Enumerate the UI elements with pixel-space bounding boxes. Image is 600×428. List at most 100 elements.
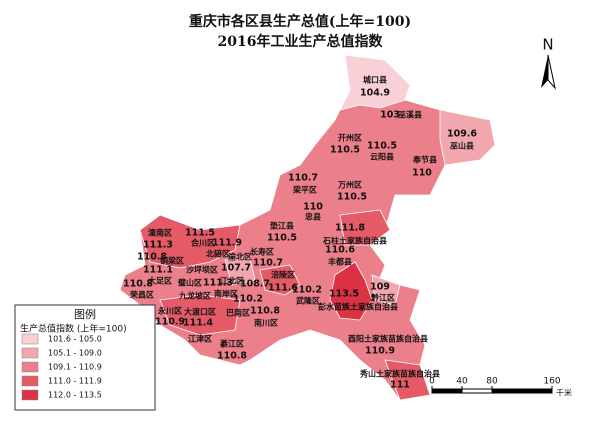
district-value: 110.2 <box>233 294 263 305</box>
district-value: 111.9 <box>212 238 242 249</box>
district-name: 云阳县 <box>370 153 394 162</box>
scale-unit: 千米 <box>556 388 572 398</box>
district-value: 111.4 <box>183 318 213 329</box>
district-value: 110.5 <box>367 141 397 152</box>
legend-swatch <box>21 347 39 359</box>
district-value: 103 <box>380 110 400 121</box>
district-value: 110.5 <box>337 192 367 203</box>
district-value: 111.8 <box>335 223 365 234</box>
legend-box <box>14 304 156 411</box>
subtitle: 2016年工业生产总值指数 <box>218 33 384 50</box>
district-name: 巴南区 <box>226 308 250 318</box>
district-name: 江津区 <box>188 334 212 344</box>
district-name: 合川区 <box>190 238 215 248</box>
district-name: 长寿区 <box>250 247 274 257</box>
district-name: 奉节县 <box>412 155 437 165</box>
scale-segment <box>492 389 552 393</box>
legend-title: 图例 <box>74 307 96 321</box>
district-name: 武隆区 <box>296 296 320 306</box>
region <box>159 294 241 336</box>
legend: 图例 生产总值指数 (上年=100) 101.6 - 105.0 105.1 - … <box>14 304 156 411</box>
legend-label: 109.1 - 110.9 <box>48 363 102 372</box>
district-value: 111.6 <box>268 283 298 294</box>
scale-label: 160 <box>543 377 560 387</box>
district-name: 彭水苗族土家族自治县 <box>318 302 398 312</box>
region <box>339 54 411 111</box>
district-name: 沙坪坝区 <box>186 265 218 275</box>
district-value: 111.3 <box>143 240 173 251</box>
district-name: 丰都县 <box>328 257 352 267</box>
district-value: 110.5 <box>330 145 360 156</box>
district-name: 北碚区 <box>206 249 230 259</box>
region <box>139 214 241 269</box>
north-label: N <box>542 36 553 54</box>
legend-label: 112.0 - 113.5 <box>48 391 102 400</box>
district-name: 南川区 <box>254 318 278 328</box>
district-value: 110.8 <box>217 351 247 362</box>
district-name: 綦江区 <box>219 339 244 349</box>
scale-label: 40 <box>456 377 468 387</box>
region <box>259 264 301 296</box>
district-name: 梁平区 <box>292 185 317 195</box>
district-value: 110.8 <box>123 279 153 290</box>
district-name: 潼南区 <box>148 228 172 238</box>
district-value: 111.5 <box>185 228 215 239</box>
district-value: 110 <box>303 202 323 213</box>
district-name: 渝北区 <box>227 252 252 262</box>
region <box>384 359 431 401</box>
legend-label: 105.1 - 109.0 <box>48 349 102 358</box>
district-name: 南岸区 <box>214 289 238 299</box>
district-name: 开州区 <box>338 134 362 143</box>
district-value: 113.5 <box>329 289 359 300</box>
district-value: 110 <box>412 168 432 179</box>
north-arrow: N <box>541 36 556 90</box>
legend-label: 101.6 - 105.0 <box>48 335 102 344</box>
legend-label: 111.0 - 111.9 <box>48 377 102 386</box>
district-name: 酉阳土家族苗族自治县 <box>348 334 428 344</box>
legend-swatch <box>21 375 39 387</box>
district-value: 110.9 <box>365 346 395 357</box>
scale-label: 0 <box>429 377 435 387</box>
district-name: 黔江区 <box>370 293 395 303</box>
district-name: 永川区 <box>157 306 182 316</box>
district-name: 璧山区 <box>178 278 202 288</box>
district-value: 111.3 <box>203 278 233 289</box>
district-name: 万州区 <box>337 181 362 190</box>
district-value: 109 <box>370 282 390 293</box>
district-name: 九龙坡区 <box>178 291 211 301</box>
region <box>329 261 373 321</box>
scale-segment <box>432 389 462 393</box>
district-name: 铜梁区 <box>160 256 184 266</box>
district-name: 大渡口区 <box>184 307 216 317</box>
district-name: 巫溪县 <box>398 110 422 120</box>
district-name: 秀山土家族苗族自治县 <box>359 369 440 379</box>
district-value: 104.9 <box>360 88 390 99</box>
district-value: 110.7 <box>288 173 318 184</box>
region <box>371 274 401 306</box>
regions <box>119 54 496 401</box>
district-value: 110.8 <box>250 306 280 317</box>
title: 重庆市各区县生产总值(上年=100) <box>189 13 411 30</box>
district-name: 江北区 <box>220 276 244 286</box>
district-value: 110.9 <box>155 317 185 328</box>
legend-swatch <box>21 389 39 401</box>
district-name: 涪陵区 <box>271 270 295 280</box>
district-name: 垫江县 <box>270 221 294 231</box>
district-name: 荣昌区 <box>129 290 154 300</box>
legend-swatch <box>21 333 39 345</box>
district-name: 大足区 <box>148 276 172 286</box>
district-value: 109.6 <box>447 129 477 140</box>
district-value: 110.8 <box>137 252 167 263</box>
legend-swatch <box>21 361 39 373</box>
district-value: 110.5 <box>267 233 297 244</box>
region <box>339 209 391 246</box>
arrow <box>541 55 548 88</box>
scale-label: 80 <box>486 377 498 387</box>
legend-subtitle: 生产总值指数 (上年=100) <box>20 323 127 335</box>
district-name: 巫山县 <box>450 141 474 151</box>
arrow <box>547 54 556 90</box>
district-value: 111.1 <box>143 265 173 276</box>
